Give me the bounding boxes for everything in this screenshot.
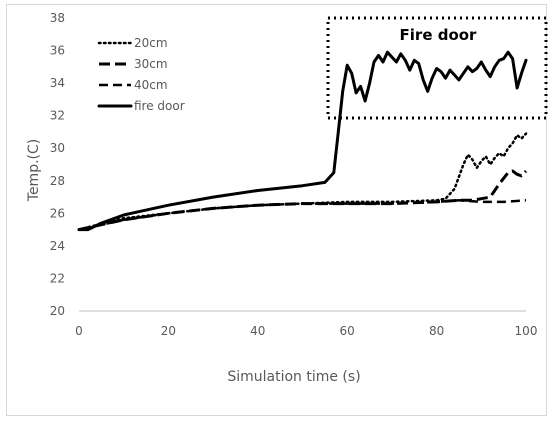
y-axis-label: Temp.(C) bbox=[26, 139, 42, 202]
x-tick-label: 80 bbox=[429, 324, 444, 338]
x-tick-label: 60 bbox=[340, 324, 355, 338]
x-axis-label: Simulation time (s) bbox=[227, 369, 360, 385]
chart-border bbox=[6, 4, 547, 416]
x-tick-label: 20 bbox=[161, 324, 176, 338]
y-tick-label: 28 bbox=[50, 174, 65, 188]
y-tick-label: 22 bbox=[50, 271, 65, 285]
series-line-fire-door bbox=[77, 50, 528, 232]
series-line-40cm bbox=[78, 199, 527, 231]
legend-label: 40cm bbox=[134, 78, 168, 92]
legend-label: fire door bbox=[134, 99, 185, 113]
y-tick-label: 30 bbox=[50, 141, 65, 155]
y-tick-label: 38 bbox=[50, 11, 65, 25]
annotation-box bbox=[326, 16, 548, 120]
y-tick-label: 20 bbox=[50, 304, 65, 318]
x-tick-label: 0 bbox=[75, 324, 83, 338]
legend: 20cm 30cm 40cm fire door bbox=[97, 36, 185, 113]
x-tick-label: 100 bbox=[515, 324, 538, 338]
series-layer bbox=[77, 50, 528, 232]
y-tick-label: 24 bbox=[50, 239, 65, 253]
series-line-30cm bbox=[78, 169, 528, 232]
legend-label: 20cm bbox=[134, 36, 168, 50]
series-line-20cm bbox=[77, 132, 528, 231]
annotation-label: Fire door bbox=[400, 26, 478, 44]
x-tick-label: 40 bbox=[250, 324, 265, 338]
y-tick-label: 36 bbox=[50, 44, 65, 58]
y-tick-label: 34 bbox=[50, 76, 65, 90]
y-tick-label: 26 bbox=[50, 206, 65, 220]
legend-label: 30cm bbox=[134, 57, 168, 71]
axes: 0 20 40 60 80 100 20 22 24 26 28 30 32 34 36 38 bbox=[50, 11, 538, 338]
fire-door-annotation: Fire door bbox=[326, 16, 548, 120]
y-tick-label: 32 bbox=[50, 109, 65, 123]
